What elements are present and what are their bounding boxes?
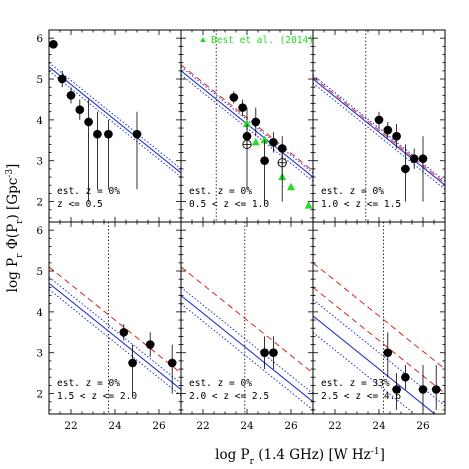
- solid-fit-line: [313, 78, 445, 186]
- panel-1: [49, 39, 181, 202]
- dotted-confidence-line: [49, 70, 181, 178]
- x-tick-label: 24: [108, 420, 122, 432]
- x-tick-label: 22: [64, 420, 77, 432]
- y-tick-label: 4: [36, 115, 43, 127]
- data-point: [431, 385, 441, 394]
- solid-fit-line: [181, 295, 313, 403]
- data-point: [57, 74, 67, 84]
- panel-annotation: est. z = 0%: [57, 378, 120, 389]
- data-point: [409, 154, 419, 163]
- legend-label: Best et al. (2014): [211, 35, 314, 46]
- data-point: [374, 115, 384, 125]
- dashed-reference-line: [313, 76, 445, 184]
- data-point: [238, 103, 247, 112]
- panel-annotation: 0.5 < z <= 1.0: [189, 199, 269, 210]
- panel-5: [181, 222, 313, 414]
- x-tick-label: 24: [372, 420, 386, 432]
- data-point: [229, 93, 239, 102]
- panel-annotation: z <= 0.5: [57, 199, 103, 210]
- panel-annotation: est. z = 0%: [321, 186, 384, 197]
- solid-fit-line: [49, 282, 181, 390]
- data-point: [418, 154, 428, 163]
- y-tick-label: 2: [36, 389, 43, 401]
- best-2014-point: [287, 182, 295, 191]
- data-point: [401, 372, 410, 382]
- data-point: [104, 129, 113, 139]
- dotted-confidence-line: [181, 303, 313, 411]
- data-point: [418, 385, 428, 394]
- panel-4: [49, 222, 181, 414]
- data-point: [260, 156, 269, 166]
- y-tick-label: 2: [36, 197, 43, 209]
- dotted-confidence-line: [49, 289, 181, 397]
- dashed-reference-line: [49, 266, 181, 374]
- data-point: [145, 340, 155, 349]
- panel-annotation: 1.5 < z <= 2.0: [57, 391, 137, 402]
- panel-annotation: 1.0 < z <= 1.5: [321, 199, 401, 210]
- best-2014-point: [304, 201, 313, 209]
- panel-annotation: est. z = 0%: [189, 186, 252, 197]
- panel-annotation: est. z = 0%: [189, 378, 252, 389]
- best-2014-point: [260, 135, 269, 144]
- panel-annotation: est. z = 0%: [57, 186, 120, 197]
- legend-marker: [200, 37, 206, 42]
- x-tick-label: 22: [196, 420, 209, 432]
- data-point: [269, 348, 278, 358]
- y-tick-label: 3: [36, 348, 43, 360]
- data-point: [383, 125, 393, 135]
- data-point: [132, 129, 142, 139]
- data-point: [260, 348, 269, 358]
- data-point: [93, 129, 102, 139]
- y-tick-label: 5: [36, 266, 43, 278]
- dotted-confidence-line: [49, 62, 181, 170]
- y-axis-label: log Pr Φ(Pr) [Gpc-3]: [5, 164, 25, 293]
- data-point: [392, 385, 401, 394]
- data-point: [392, 131, 401, 141]
- panel-annotation: est. z = 33%: [321, 378, 390, 389]
- data-point: [277, 144, 287, 153]
- dotted-confidence-line: [49, 276, 181, 384]
- dotted-confidence-line: [313, 331, 416, 414]
- best-2014-point: [251, 137, 260, 146]
- panel-annotation: 2.5 < z <= 4.6: [321, 391, 401, 402]
- x-tick-label: 24: [240, 420, 254, 432]
- y-tick-label: 5: [36, 74, 43, 86]
- panel-annotation: 2.0 < z <= 2.5: [189, 391, 269, 402]
- data-point: [66, 91, 76, 100]
- x-axis-label: log Pr (1.4 GHz) [W Hz-1]: [215, 447, 385, 467]
- y-tick-label: 6: [36, 225, 43, 237]
- solid-fit-line: [313, 315, 436, 414]
- dashed-reference-line: [313, 262, 445, 370]
- solid-fit-line: [49, 66, 181, 174]
- best-2014-point: [243, 119, 251, 127]
- panel-2: [181, 30, 313, 222]
- data-point: [75, 105, 85, 114]
- y-tick-label: 3: [36, 156, 43, 168]
- panel-grid: 2 3 4 5 6 est. z = 0% z <= 0.5 est. z = 0% 0.5 <…: [36, 29, 446, 432]
- data-point: [49, 39, 58, 49]
- dotted-confidence-line: [181, 286, 313, 394]
- x-tick-label: 22: [328, 420, 341, 432]
- data-point: [242, 131, 252, 141]
- panel-3: [313, 30, 445, 222]
- data-point: [383, 348, 393, 358]
- data-point: [251, 117, 261, 127]
- y-tick-label: 6: [36, 33, 43, 45]
- data-point: [269, 138, 278, 147]
- dotted-confidence-line: [313, 82, 445, 190]
- data-point: [401, 164, 410, 174]
- data-point: [119, 327, 129, 337]
- x-tick-label: 26: [416, 420, 430, 432]
- data-point: [84, 117, 93, 127]
- x-tick-label: 26: [152, 420, 166, 432]
- dashed-reference-line: [181, 266, 313, 374]
- data-point: [167, 358, 177, 368]
- panel-6: [313, 222, 445, 414]
- data-point: [128, 358, 137, 368]
- y-tick-label: 4: [36, 307, 43, 319]
- x-tick-label: 26: [284, 420, 298, 432]
